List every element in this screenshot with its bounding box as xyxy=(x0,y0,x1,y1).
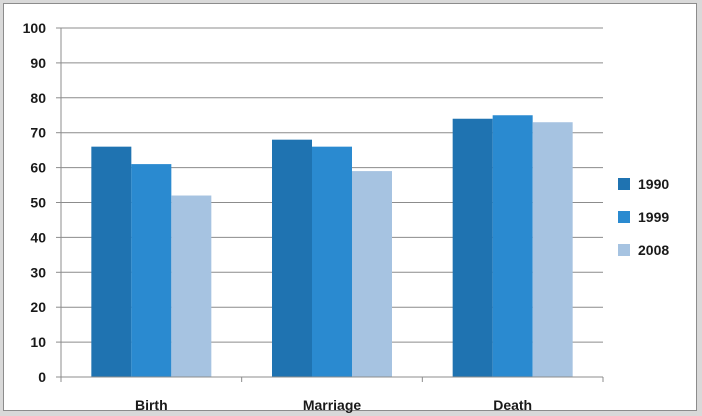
x-axis-labels: Birth Marriage Death xyxy=(135,397,532,413)
y-tick-label-0: 0 xyxy=(38,369,46,385)
x-tick-label-marriage: Marriage xyxy=(303,397,362,413)
y-tick-label-40: 40 xyxy=(30,229,46,245)
bar-birth-1990 xyxy=(91,146,132,377)
bar-birth-1999 xyxy=(131,164,172,377)
bar-death-2008 xyxy=(532,122,573,377)
legend-label-1999: 1999 xyxy=(638,209,669,225)
x-tick-label-birth: Birth xyxy=(135,397,168,413)
y-axis-ticks: 0 10 20 30 40 50 60 70 80 90 100 xyxy=(23,20,61,385)
y-tick-label-70: 70 xyxy=(30,125,46,141)
legend-swatch-2008 xyxy=(618,244,630,256)
bar-marriage-2008 xyxy=(352,171,392,377)
axes xyxy=(60,28,604,382)
y-tick-label-90: 90 xyxy=(30,55,46,71)
legend: 1990 1999 2008 xyxy=(618,176,669,258)
bar-marriage-1990 xyxy=(272,139,312,377)
bar-birth-2008 xyxy=(171,195,212,377)
y-tick-label-80: 80 xyxy=(30,90,46,106)
y-tick-label-30: 30 xyxy=(30,264,46,280)
y-tick-label-10: 10 xyxy=(30,334,46,350)
y-tick-label-100: 100 xyxy=(23,20,47,36)
legend-swatch-1999 xyxy=(618,211,630,223)
bar-death-1990 xyxy=(452,118,493,378)
legend-swatch-1990 xyxy=(618,178,630,190)
x-tick-label-death: Death xyxy=(493,397,532,413)
y-tick-label-60: 60 xyxy=(30,160,46,176)
legend-label-1990: 1990 xyxy=(638,176,669,192)
y-tick-label-50: 50 xyxy=(30,195,46,211)
y-tick-label-20: 20 xyxy=(30,299,46,315)
bar-marriage-1999 xyxy=(312,146,352,377)
bar-death-1999 xyxy=(492,115,533,377)
bars xyxy=(91,115,573,378)
legend-label-2008: 2008 xyxy=(638,242,669,258)
